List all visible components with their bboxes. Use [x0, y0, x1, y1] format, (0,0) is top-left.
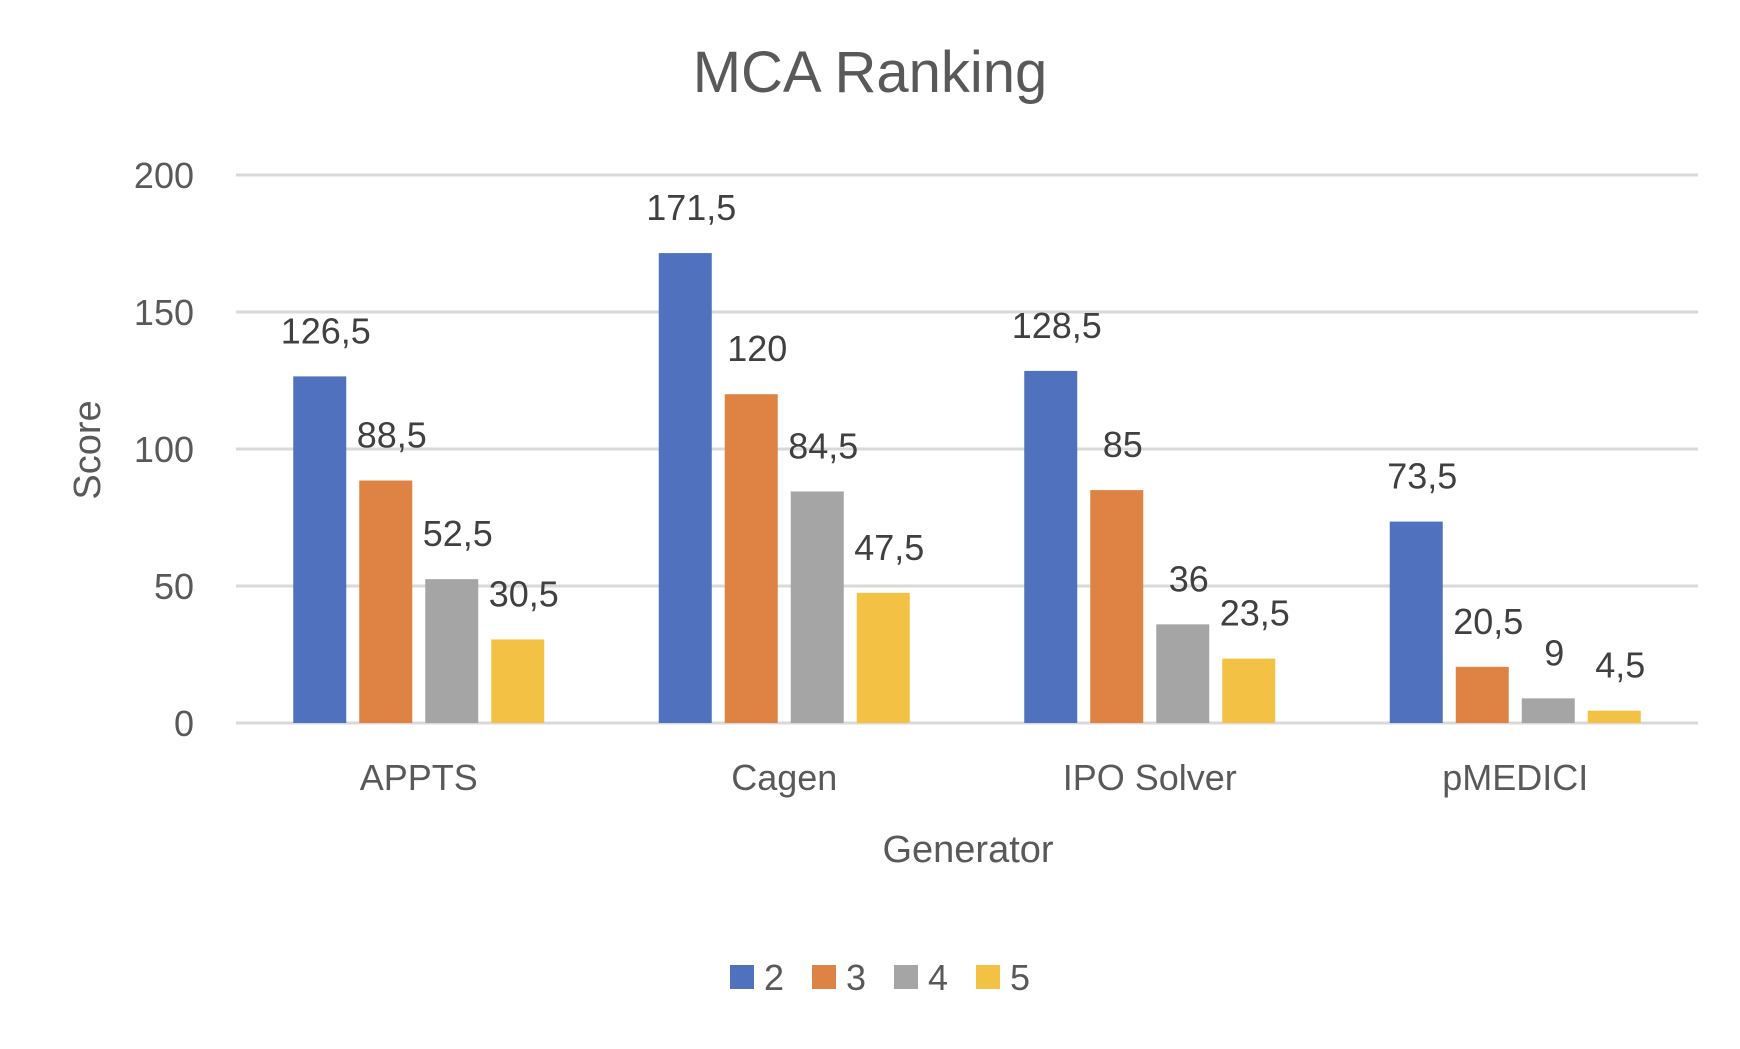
- y-tick-label: 50: [154, 566, 194, 607]
- bar-pmedici-series-4: [1521, 698, 1575, 723]
- bar-ipo-solver-series-3: [1090, 490, 1144, 723]
- bar-appts-series-2: [293, 376, 347, 723]
- x-tick-label: IPO Solver: [1063, 757, 1237, 798]
- bar-ipo-solver-series-2: [1024, 370, 1078, 723]
- data-labels: 126,5 88,5 52,5 30,5 171,5 120 84,5 47,5 128,5 85…: [281, 187, 1646, 686]
- x-axis-ticks: APPTS Cagen IPO Solver pMEDICI: [360, 757, 1589, 798]
- data-label: 20,5: [1453, 601, 1523, 642]
- legend-label-3: 3: [846, 957, 866, 998]
- data-label: 23,5: [1220, 593, 1290, 634]
- data-label: 126,5: [281, 310, 371, 351]
- data-label: 120: [727, 328, 787, 369]
- chart-title: MCA Ranking: [693, 40, 1048, 105]
- y-axis-ticks: 0 50 100 150 200: [134, 155, 194, 744]
- data-label: 85: [1103, 424, 1143, 465]
- bar-appts-series-5: [491, 639, 545, 723]
- x-tick-label: Cagen: [731, 757, 837, 798]
- bar-appts-series-4: [425, 579, 479, 723]
- y-tick-label: 100: [134, 429, 194, 470]
- bar-pmedici-series-2: [1389, 521, 1443, 723]
- y-tick-label: 150: [134, 292, 194, 333]
- bar-cagen-series-3: [724, 394, 778, 723]
- data-label: 4,5: [1595, 645, 1645, 686]
- y-tick-label: 0: [174, 703, 194, 744]
- legend-swatch-3: [812, 965, 836, 989]
- y-axis-label: Score: [67, 400, 109, 499]
- legend-swatch-4: [894, 965, 918, 989]
- data-label: 30,5: [489, 573, 559, 614]
- data-label: 73,5: [1387, 456, 1457, 497]
- x-axis-label: Generator: [882, 829, 1053, 871]
- data-label: 36: [1169, 558, 1209, 599]
- bar-pmedici-series-3: [1455, 666, 1509, 723]
- legend-swatch-2: [730, 965, 754, 989]
- legend-swatch-5: [976, 965, 1000, 989]
- data-label: 88,5: [357, 415, 427, 456]
- x-tick-label: APPTS: [360, 757, 478, 798]
- gridlines: [236, 173, 1698, 725]
- legend-label-5: 5: [1010, 957, 1030, 998]
- data-label: 9: [1544, 632, 1564, 673]
- legend-label-2: 2: [764, 957, 784, 998]
- legend-label-4: 4: [928, 957, 948, 998]
- x-tick-label: pMEDICI: [1442, 757, 1588, 798]
- bar-appts-series-3: [359, 480, 413, 723]
- legend: 2 3 4 5: [730, 957, 1030, 998]
- bar-ipo-solver-series-5: [1222, 658, 1276, 723]
- bar-cagen-series-5: [856, 592, 910, 723]
- data-label: 128,5: [1012, 305, 1102, 346]
- data-label: 171,5: [646, 187, 736, 228]
- bar-cagen-series-2: [658, 253, 712, 723]
- bars: [293, 253, 1641, 723]
- bar-pmedici-series-5: [1587, 710, 1641, 723]
- data-label: 47,5: [854, 527, 924, 568]
- bar-cagen-series-4: [790, 491, 844, 723]
- data-label: 52,5: [423, 513, 493, 554]
- data-label: 84,5: [788, 425, 858, 466]
- bar-ipo-solver-series-4: [1156, 624, 1210, 723]
- y-tick-label: 200: [134, 155, 194, 196]
